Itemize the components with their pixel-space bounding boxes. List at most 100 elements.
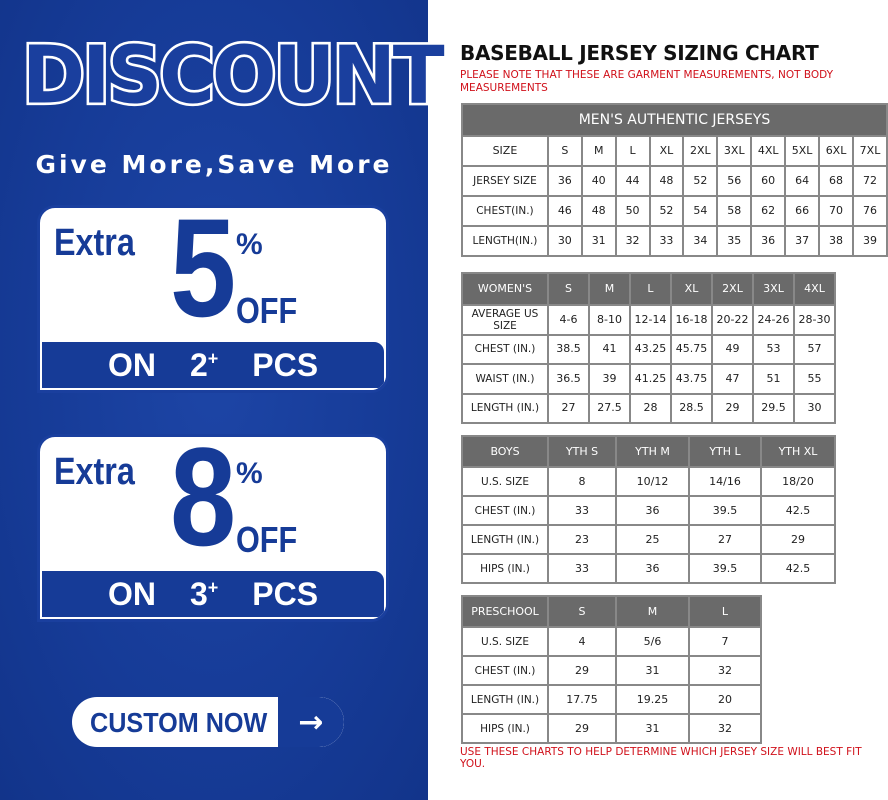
offer-quantity-band: ON 2+ PCS [40,340,386,390]
table-cell: 29 [711,392,754,424]
table-row: AVERAGE US SIZE 4-6 8-10 12-14 16-18 20-22 24-… [461,304,836,336]
header-row: SIZE S M L XL 2XL 3XL 4XL 5XL 6XL 7XL [461,135,888,167]
table-cell: 43.25 [629,333,672,365]
table-cell: 24-26 [752,304,795,336]
qty-number: 3 [189,575,208,612]
table-cell: 30 [546,225,583,257]
table-cell: 16-18 [670,304,713,336]
table-row: CHEST (IN.) 38.5 41 43.25 45.75 49 53 57 [461,333,836,365]
column-header: 4XL [793,272,836,306]
table-cell: 47 [711,363,754,395]
table-cell: 32 [688,655,762,686]
column-header: L [614,135,651,167]
table-cell: 17.75 [547,684,617,715]
column-header: L [688,595,762,628]
table-cell: 39.5 [688,553,762,584]
table-cell: 33 [648,225,685,257]
table-cell: 19.25 [615,684,690,715]
table-cell: 36.5 [547,363,590,395]
table-cell: 42.5 [760,553,836,584]
table-cell: 36 [615,495,690,526]
table-row: LENGTH (IN.) 27 27.5 28 28.5 29 29.5 30 [461,392,836,424]
column-header: YTH M [615,435,690,468]
womens-table: WOMEN'S S M L XL 2XL 3XL 4XL AVERAGE US SIZE 4-6 8… [461,272,836,424]
table-cell: 31 [580,225,617,257]
row-label: CHEST(IN.) [461,195,549,227]
table-cell: 8 [547,466,617,497]
qty-plus: + [207,347,219,368]
row-label: CHEST (IN.) [461,655,549,686]
offer-quantity-band: ON 3+ PCS [40,569,386,619]
table-cell: 44 [614,165,651,197]
table-cell: 50 [614,195,651,227]
table-cell: 54 [682,195,719,227]
table-cell: 46 [546,195,583,227]
column-header: 4XL [750,135,787,167]
offer-card-8: Extra 8 % OFF ON 3+ PCS [37,434,389,622]
table-cell: 72 [851,165,888,197]
row-label: JERSEY SIZE [461,165,549,197]
offer-extra: Extra [54,222,135,264]
mens-table: MEN'S AUTHENTIC JERSEYS SIZE S M L XL 2XL 3XL 4X… [461,103,888,257]
table-row: WAIST (IN.) 36.5 39 41.25 43.75 47 51 55 [461,363,836,395]
header-row: WOMEN'S S M L XL 2XL 3XL 4XL [461,272,836,306]
qty-number: 2 [189,346,208,383]
table-row: JERSEY SIZE 36 40 44 48 52 56 60 64 68 72 [461,165,888,197]
custom-now-label: CUSTOM NOW [90,707,268,738]
table-caption: MEN'S AUTHENTIC JERSEYS [461,103,888,137]
preschool-table: PRESCHOOL S M L U.S. SIZE 4 5/6 7 CHEST (IN.) 29 3… [461,595,762,744]
table-row: HIPS (IN.) 33 36 39.5 42.5 [461,553,836,584]
column-header: YTH L [688,435,762,468]
table-cell: 43.75 [670,363,713,395]
offer-value: 8 [170,434,237,575]
table-cell: 31 [615,655,690,686]
table-cell: 36 [546,165,583,197]
table-cell: 36 [615,553,690,584]
table-cell: 29.5 [752,392,795,424]
offer-value: 5 [170,205,237,346]
column-header: XL [670,272,713,306]
offer-off: OFF [236,519,298,560]
table-cell: 48 [580,195,617,227]
column-header: XL [648,135,685,167]
table-cell: 33 [547,495,617,526]
table-cell: 40 [580,165,617,197]
table-row: LENGTH (IN.) 23 25 27 29 [461,524,836,555]
custom-now-button[interactable]: CUSTOM NOW → [72,697,344,747]
table-row: LENGTH(IN.) 30 31 32 33 34 35 36 37 38 39 [461,225,888,257]
column-header: M [615,595,690,628]
column-header: S [547,595,617,628]
table-cell: 28 [629,392,672,424]
table-cell: 27 [688,524,762,555]
table-cell: 38 [818,225,854,257]
arrow-right-icon: → [278,697,344,747]
table-cell: 34 [682,225,719,257]
column-header: 2XL [711,272,754,306]
table-cell: 25 [615,524,690,555]
table-cell: 56 [716,165,753,197]
table-cell: 58 [716,195,753,227]
table-cell: 57 [793,333,836,365]
table-cell: 4-6 [547,304,590,336]
table-cell: 53 [752,333,795,365]
row-label: U.S. SIZE [461,626,549,657]
table-cell: 7 [688,626,762,657]
column-header: YTH XL [760,435,836,468]
table-cell: 60 [750,165,787,197]
table-cell: 37 [784,225,821,257]
table-row: LENGTH (IN.) 17.75 19.25 20 [461,684,762,715]
table-cell: 27.5 [588,392,631,424]
column-header: L [629,272,672,306]
row-label: LENGTH (IN.) [461,524,549,555]
column-header: S [546,135,583,167]
column-header: 3XL [716,135,753,167]
table-cell: 32 [614,225,651,257]
table-cell: 70 [818,195,854,227]
table-cell: 52 [682,165,719,197]
table-cell: 18/20 [760,466,836,497]
offer-on: ON [107,346,156,383]
column-header: 6XL [818,135,854,167]
table-cell: 31 [615,713,690,744]
table-cell: 48 [648,165,685,197]
table-row: U.S. SIZE 8 10/12 14/16 18/20 [461,466,836,497]
